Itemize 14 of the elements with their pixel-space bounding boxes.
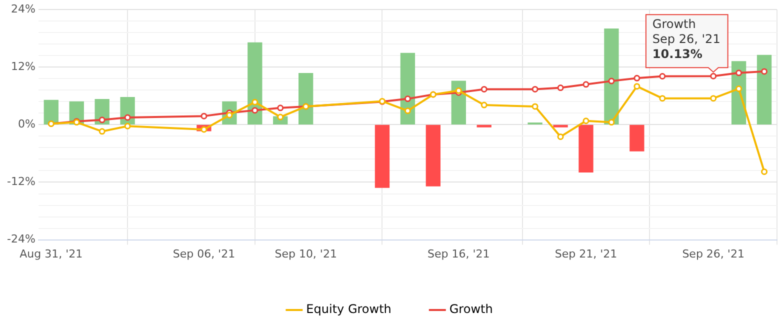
x-tick-label: Aug 31, '21 bbox=[20, 247, 83, 260]
y-tick-label: 24% bbox=[10, 2, 36, 16]
x-tick-label: Sep 06, '21 bbox=[172, 247, 236, 260]
legend-label: Growth bbox=[449, 302, 493, 316]
x-tick-label: Sep 16, '21 bbox=[428, 247, 490, 260]
y-tick-label: -24% bbox=[6, 232, 36, 246]
annotation: Growth Sep 26, '21 10.13% bbox=[652, 17, 720, 62]
y-tick-label: 0% bbox=[18, 118, 36, 131]
x-tick-label: Sep 26, '21 bbox=[682, 247, 744, 260]
x-tick-label: Sep 21, '21 bbox=[554, 247, 618, 260]
y-tick-label: -12% bbox=[6, 175, 36, 188]
x-tick-label: Sep 10, '21 bbox=[274, 247, 337, 260]
y-tick-label: 12% bbox=[10, 60, 36, 74]
legend-label: Equity Growth bbox=[306, 302, 392, 316]
